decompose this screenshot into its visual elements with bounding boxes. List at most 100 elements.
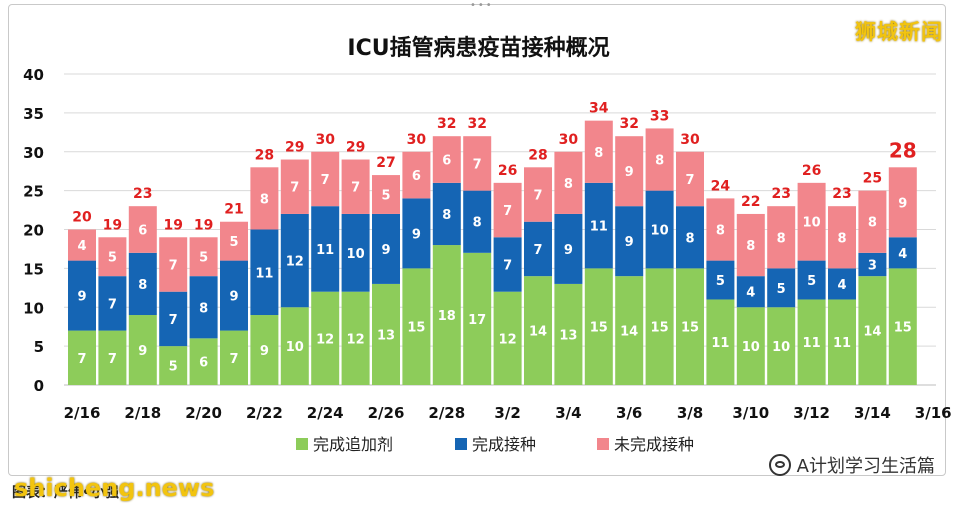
bar-segment-booster (341, 291, 370, 385)
bar-segment-vaccinated (858, 252, 887, 277)
bar-value-label: 8 (138, 278, 147, 293)
bar-value-label: 14 (529, 325, 547, 340)
bar-segment-booster (706, 299, 735, 385)
bar-segment-vaccinated (888, 237, 917, 269)
bar-total-label: 20 (72, 210, 92, 226)
bar-segment-unvaccinated (676, 151, 704, 207)
bar-value-label: 8 (199, 301, 208, 316)
bar-value-label: 10 (772, 340, 790, 355)
bar-segment-vaccinated (584, 182, 613, 269)
bar-value-label: 11 (255, 266, 273, 281)
bar-segment-booster (220, 330, 248, 385)
bar-segment-booster (189, 338, 218, 385)
chart-title: ICU插管病患疫苗接种概况 (347, 36, 610, 61)
bar-segment-unvaccinated (797, 182, 826, 261)
bar-total-label: 26 (802, 163, 821, 179)
bar-value-label: 12 (499, 332, 517, 347)
legend-label: 未完成接种 (614, 435, 694, 454)
bar-segment-vaccinated (98, 276, 127, 331)
bar-segment-vaccinated (68, 260, 96, 331)
bar-value-label: 7 (229, 352, 238, 367)
bar-segment-vaccinated (341, 213, 370, 292)
bar-value-label: 11 (803, 336, 821, 351)
bar-total-label: 30 (680, 132, 700, 148)
bar-value-label: 5 (381, 189, 390, 204)
bar-segment-vaccinated (432, 182, 461, 246)
bar-segment-booster (372, 283, 400, 385)
legend-swatch (597, 438, 609, 450)
bar-value-label: 9 (898, 196, 907, 211)
bar-segment-vaccinated (706, 260, 735, 300)
bar-value-label: 7 (169, 313, 178, 328)
bar-segment-booster (736, 307, 765, 385)
bar-value-label: 14 (863, 325, 881, 340)
bar-total-label: 23 (832, 186, 851, 202)
bar-value-label: 5 (777, 282, 786, 297)
bar-segment-vaccinated (250, 229, 279, 316)
bar-value-label: 7 (533, 189, 542, 204)
bar-value-label: 6 (138, 224, 147, 239)
x-tick-label: 2/22 (246, 404, 283, 422)
bar-value-label: 15 (651, 321, 669, 336)
bar-value-label: 11 (833, 336, 851, 351)
bar-value-label: 5 (199, 251, 208, 266)
bar-total-label: 29 (346, 140, 365, 156)
bar-segment-unvaccinated (493, 182, 522, 238)
x-tick-label: 2/20 (185, 404, 222, 422)
bar-value-label: 11 (316, 243, 334, 258)
bar-segment-vaccinated (220, 260, 248, 331)
bar-value-label: 12 (316, 332, 334, 347)
bar-value-label: 7 (108, 352, 117, 367)
bar-value-label: 4 (746, 286, 755, 301)
x-tick-label: 2/24 (307, 404, 344, 422)
bar-segment-vaccinated (402, 198, 431, 269)
bar-value-label: 9 (412, 227, 421, 242)
bar-value-label: 9 (625, 165, 634, 180)
bar-segment-vaccinated (828, 268, 856, 300)
bar-value-label: 9 (381, 243, 390, 258)
watermark-site: shicheng.news (14, 474, 215, 502)
bar-value-label: 10 (286, 340, 304, 355)
bar-total-label: 30 (407, 132, 427, 148)
bar-segment-booster (645, 268, 674, 385)
bar-segment-booster (250, 315, 279, 385)
y-tick-label: 5 (34, 338, 44, 356)
x-tick-label: 3/8 (677, 404, 703, 422)
bar-segment-vaccinated (797, 260, 826, 300)
bar-segment-vaccinated (189, 276, 218, 339)
bar-segment-unvaccinated (524, 167, 552, 222)
x-tick-label: 2/18 (124, 404, 161, 422)
bar-segment-booster (767, 307, 796, 385)
bar-segment-booster (311, 291, 340, 385)
bar-segment-vaccinated (159, 291, 188, 347)
bar-value-label: 8 (564, 177, 573, 192)
bar-segment-unvaccinated (402, 151, 431, 199)
bar-value-label: 7 (503, 258, 512, 273)
bar-value-label: 15 (407, 321, 425, 336)
bar-segment-vaccinated (615, 206, 644, 277)
legend-label: 完成接种 (472, 435, 536, 454)
bar-segment-vaccinated (676, 206, 704, 269)
bar-segment-vaccinated (372, 213, 400, 284)
bar-value-label: 3 (868, 258, 877, 273)
bar-total-label: 28 (255, 147, 274, 163)
bar-value-label: 7 (503, 204, 512, 219)
bar-total-label: 32 (619, 116, 638, 132)
bar-total-label: 29 (285, 140, 304, 156)
bar-value-label: 12 (347, 332, 365, 347)
bar-total-label: 33 (650, 108, 669, 124)
brand-logo: 狮城新闻 (855, 20, 943, 44)
x-tick-label: 3/14 (854, 404, 891, 422)
bar-total-label: 21 (224, 202, 243, 218)
bar-value-label: 7 (473, 157, 482, 172)
bar-value-label: 4 (898, 247, 907, 262)
bar-segment-booster (493, 291, 522, 385)
bar-total-label: 32 (467, 116, 486, 132)
y-tick-label: 35 (23, 105, 44, 123)
x-tick-label: 3/6 (616, 404, 642, 422)
bar-value-label: 9 (625, 235, 634, 250)
bar-total-label: 30 (559, 132, 579, 148)
bar-value-label: 8 (746, 239, 755, 254)
legend-label: 完成追加剂 (313, 435, 393, 454)
